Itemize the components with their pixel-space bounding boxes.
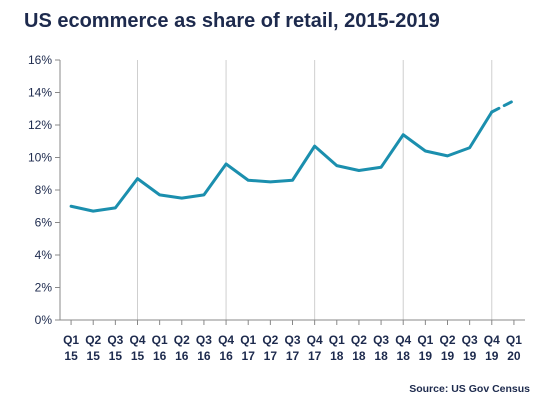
x-tick-year: 17: [242, 349, 256, 363]
x-tick-quarter: Q2: [85, 333, 101, 347]
x-tick-year: 20: [507, 349, 521, 363]
series-line: [69, 110, 494, 213]
y-tick-label: 0%: [35, 313, 53, 327]
y-tick-label: 6%: [35, 216, 53, 230]
x-tick-quarter: Q4: [218, 333, 234, 347]
x-tick-year: 18: [397, 349, 411, 363]
x-tick-quarter: Q1: [417, 333, 433, 347]
x-tick-quarter: Q1: [152, 333, 168, 347]
y-tick-label: 8%: [35, 183, 53, 197]
y-tick-label: 10%: [28, 151, 52, 165]
x-tick-quarter: Q4: [129, 333, 145, 347]
x-tick-year: 18: [330, 349, 344, 363]
x-tick-year: 17: [286, 349, 300, 363]
x-tick-year: 15: [87, 349, 101, 363]
y-tick-label: 2%: [35, 281, 53, 295]
x-tick-year: 18: [374, 349, 388, 363]
x-tick-quarter: Q4: [395, 333, 411, 347]
x-tick-quarter: Q4: [484, 333, 500, 347]
x-tick-year: 17: [308, 349, 322, 363]
x-tick-quarter: Q2: [439, 333, 455, 347]
x-tick-year: 19: [419, 349, 433, 363]
x-tick-quarter: Q1: [506, 333, 522, 347]
chart-title: US ecommerce as share of retail, 2015-20…: [24, 10, 440, 32]
x-tick-year: 19: [441, 349, 455, 363]
source-note: Source: US Gov Census: [409, 383, 530, 395]
x-tick-quarter: Q3: [196, 333, 212, 347]
x-tick-quarter: Q1: [329, 333, 345, 347]
x-tick-year: 16: [197, 349, 211, 363]
x-tick-quarter: Q3: [373, 333, 389, 347]
x-tick-year: 16: [153, 349, 167, 363]
series-line-projected: [490, 99, 516, 114]
x-tick-year: 15: [64, 349, 78, 363]
x-tick-year: 17: [264, 349, 278, 363]
x-tick-quarter: Q2: [351, 333, 367, 347]
x-tick-year: 19: [463, 349, 477, 363]
x-tick-quarter: Q3: [284, 333, 300, 347]
x-tick-quarter: Q2: [262, 333, 278, 347]
x-tick-year: 18: [352, 349, 366, 363]
x-tick-quarter: Q1: [63, 333, 79, 347]
y-tick-label: 12%: [28, 118, 52, 132]
y-tick-label: 4%: [35, 248, 53, 262]
y-tick-label: 16%: [28, 53, 52, 67]
x-tick-quarter: Q1: [240, 333, 256, 347]
x-tick-year: 19: [485, 349, 499, 363]
x-tick-quarter: Q2: [174, 333, 190, 347]
x-tick-year: 15: [109, 349, 123, 363]
x-tick-year: 16: [175, 349, 189, 363]
x-tick-quarter: Q3: [107, 333, 123, 347]
x-tick-quarter: Q4: [307, 333, 323, 347]
x-tick-quarter: Q3: [462, 333, 478, 347]
x-tick-year: 15: [131, 349, 145, 363]
x-tick-year: 16: [219, 349, 233, 363]
y-tick-label: 14%: [28, 86, 52, 100]
